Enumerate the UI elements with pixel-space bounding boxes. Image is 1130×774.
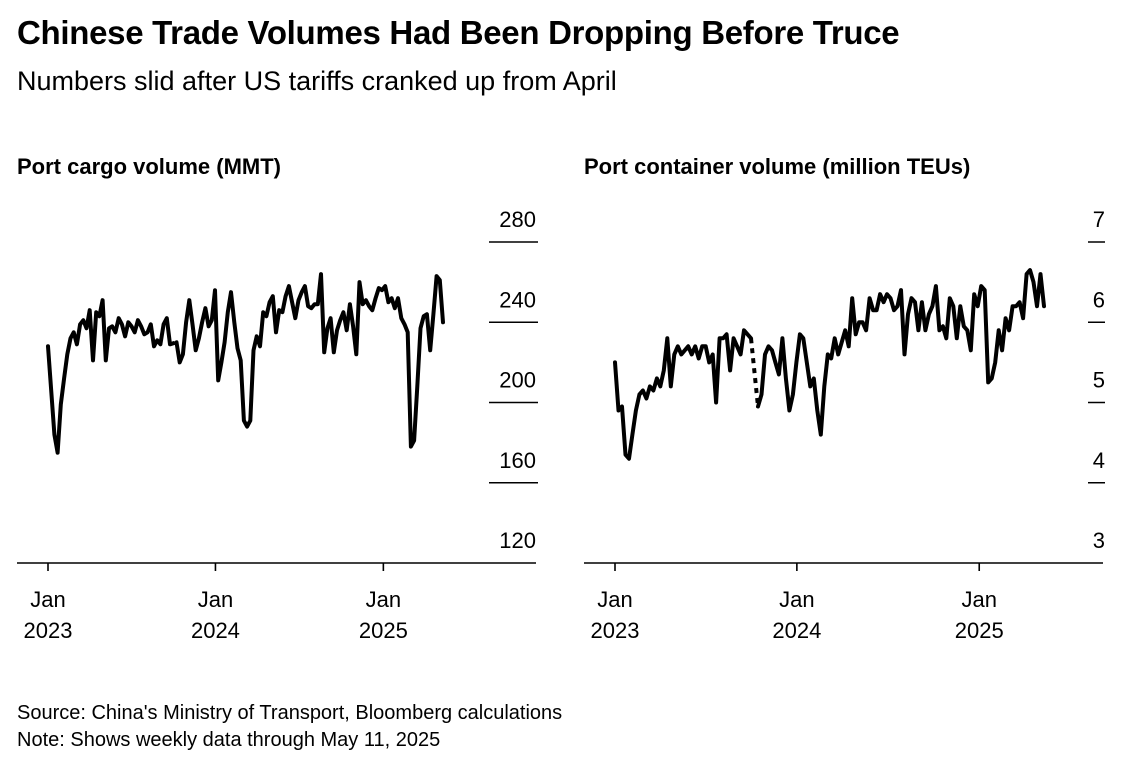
container-xtick-label: Jan [961,587,996,612]
container-series-gap [749,338,760,407]
container-chart: Port container volume (million TEUs) 3 4 5… [584,150,1105,650]
cargo-series-gap [169,340,178,347]
container-series-line [756,268,1046,437]
cargo-ytick-label: 120 [499,528,536,553]
cargo-chart-title: Port cargo volume (MMT) [17,154,282,179]
cargo-series-line [46,298,172,455]
container-xtick-label: 2025 [955,618,1004,643]
data-note: Note: Shows weekly data through May 11, … [17,729,441,751]
cargo-xtick-label: Jan [198,587,233,612]
cargo-xtick-label: 2023 [24,618,73,643]
container-xtick-label: 2023 [591,618,640,643]
cargo-xtick-label: Jan [30,587,65,612]
cargo-chart: Port cargo volume (MMT) 120 160 200 240 280 J… [17,150,538,650]
container-ytick-label: 6 [1093,287,1105,312]
container-ytick-label: 7 [1093,207,1105,232]
cargo-chart-plot: 120 160 200 240 280 Jan 2023 Jan 2024 Jan 2025 [17,207,538,643]
container-xtick-label: Jan [779,587,814,612]
cargo-xtick-label: Jan [366,587,401,612]
page-subtitle: Numbers slid after US tariffs cranked up… [17,66,617,96]
cargo-series-line [174,272,445,449]
container-ytick-label: 5 [1093,368,1105,393]
container-chart-title: Port container volume (million TEUs) [584,154,971,179]
cargo-ytick-label: 160 [499,448,536,473]
cargo-ytick-label: 280 [499,207,536,232]
container-xtick-label: Jan [597,587,632,612]
container-ytick-label: 4 [1093,448,1105,473]
cargo-ytick-label: 200 [499,368,536,393]
container-series-line [613,328,753,461]
page-title: Chinese Trade Volumes Had Been Dropping … [17,14,900,51]
container-chart-plot: 3 4 5 6 7 Jan 2023 Jan 2024 Jan 2025 [584,207,1105,643]
cargo-ytick-label: 240 [499,287,536,312]
container-ytick-label: 3 [1093,528,1105,553]
source-note: Source: China's Ministry of Transport, B… [17,702,563,724]
cargo-xtick-label: 2024 [191,618,240,643]
container-xtick-label: 2024 [772,618,821,643]
cargo-xtick-label: 2025 [359,618,408,643]
